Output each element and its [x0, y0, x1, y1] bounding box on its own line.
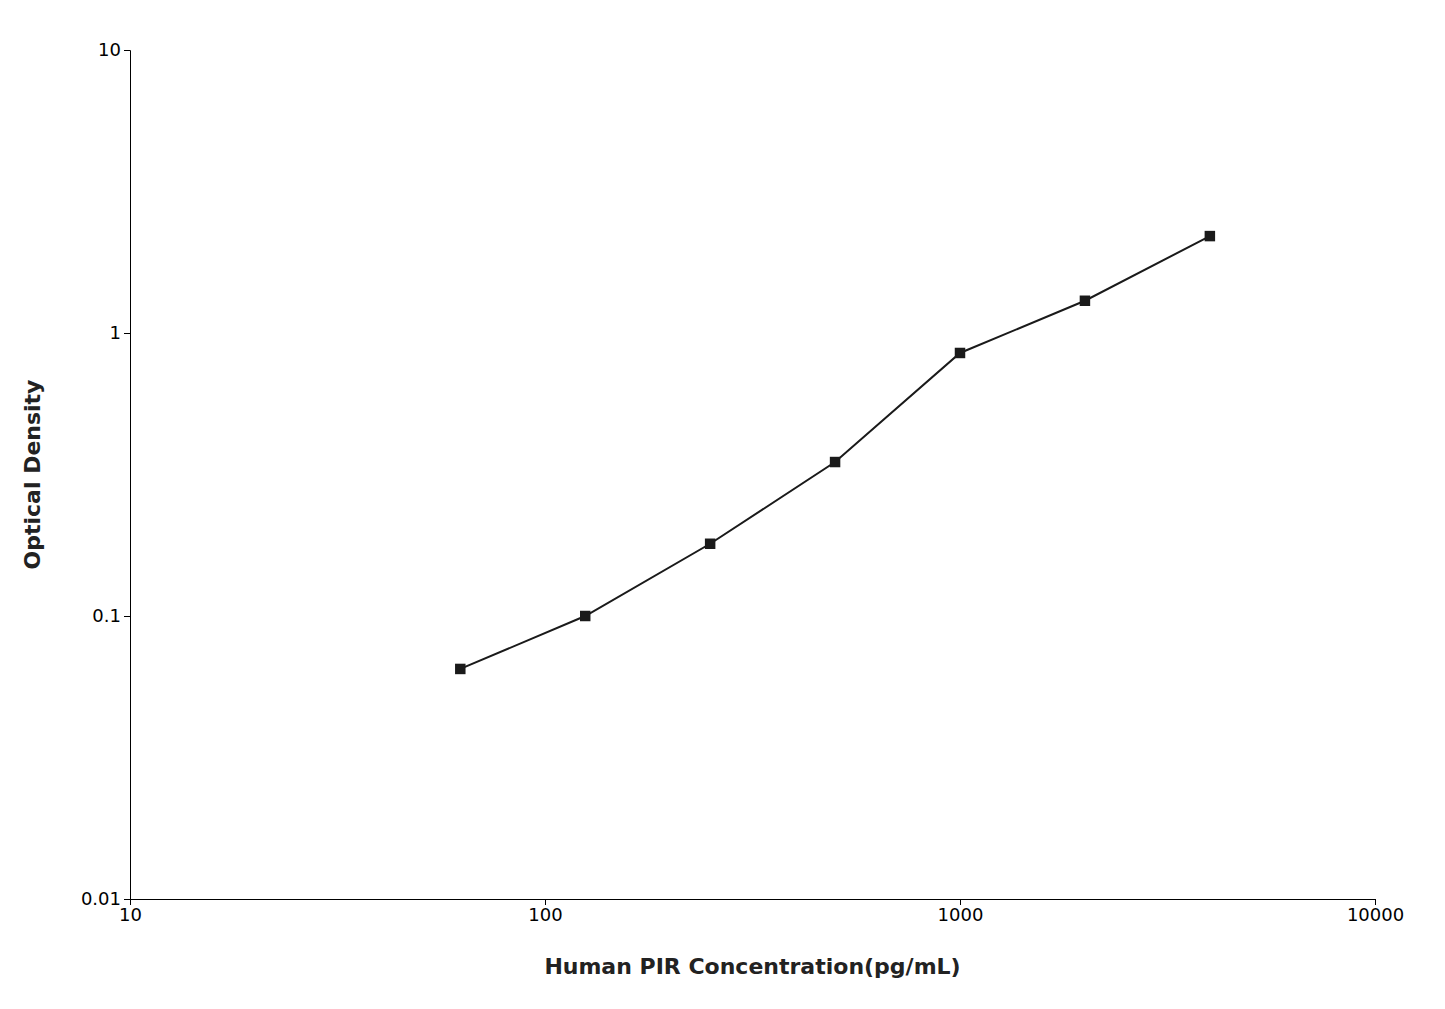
tick: 10 — [98, 39, 130, 60]
tick-label: 10 — [119, 904, 142, 925]
tick-label: 10 — [98, 39, 121, 60]
tick-label: 10000 — [1347, 904, 1404, 925]
axis-line — [131, 900, 1376, 906]
tick-label: 1 — [110, 322, 121, 343]
y-axis: 0.01 0.1 1 10 — [81, 39, 131, 909]
y-axis-title: Optical Density — [20, 380, 45, 570]
marker — [955, 348, 965, 358]
chart: 10 100 1000 10000 0.01 0.1 1 10 Human PIR Concen… — [0, 0, 1445, 1009]
plot-area: 10 100 1000 10000 0.01 0.1 1 10 — [81, 39, 1404, 925]
line — [460, 236, 1210, 669]
tick-mark — [124, 333, 130, 334]
tick: 1000 — [938, 899, 984, 925]
tick: 1 — [110, 322, 130, 343]
x-axis: 10 100 1000 10000 — [119, 899, 1404, 925]
marker — [455, 664, 465, 674]
tick-mark — [124, 616, 130, 617]
tick-label: 0.01 — [81, 888, 121, 909]
marker — [1080, 296, 1090, 306]
marker — [1205, 231, 1215, 241]
tick-mark — [124, 50, 130, 51]
tick: 10 — [119, 899, 142, 925]
marker — [705, 539, 715, 549]
axis-line — [124, 51, 131, 900]
x-axis-title: Human PIR Concentration(pg/mL) — [544, 954, 960, 979]
tick-label: 1000 — [938, 904, 984, 925]
tick-mark — [124, 899, 130, 900]
marker — [830, 457, 840, 467]
tick: 0.01 — [81, 888, 130, 909]
tick: 100 — [528, 899, 562, 925]
tick-label: 100 — [528, 904, 562, 925]
tick: 10000 — [1347, 899, 1404, 925]
tick-label: 0.1 — [92, 605, 121, 626]
marker — [580, 611, 590, 621]
tick: 0.1 — [92, 605, 130, 626]
series — [455, 231, 1215, 674]
